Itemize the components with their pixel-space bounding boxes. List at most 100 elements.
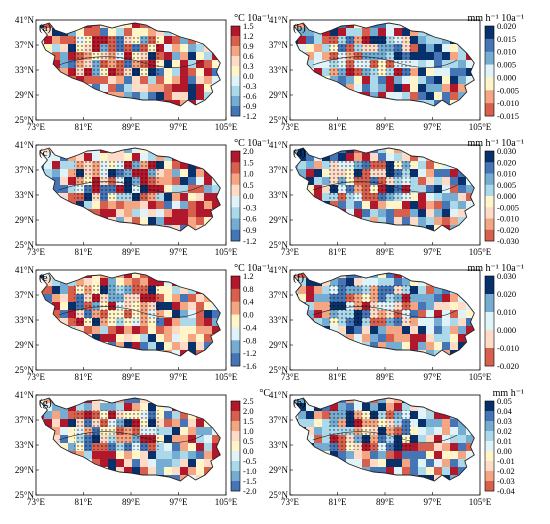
colorbar-tick-label: 1.5 bbox=[243, 21, 254, 31]
colorbar-tick-label: 0.030 bbox=[497, 271, 516, 281]
y-tick-label: 37°N bbox=[269, 415, 289, 425]
colorbar-tick-label: -0.030 bbox=[497, 236, 519, 246]
x-tick-label: 89°E bbox=[376, 372, 395, 382]
unit-label: °C 10a⁻¹ bbox=[234, 263, 270, 274]
colorbar-segment bbox=[231, 451, 240, 462]
colorbar-segment bbox=[485, 421, 494, 432]
colorbar-segment bbox=[231, 288, 240, 303]
colorbar-segment bbox=[231, 353, 240, 367]
unit-label: mm h⁻¹ bbox=[493, 388, 524, 399]
colorbar-segment bbox=[485, 471, 494, 482]
panel-label: (b) bbox=[293, 22, 306, 34]
colorbar-tick-label: -0.9 bbox=[243, 225, 256, 235]
colorbar-segment bbox=[231, 441, 240, 452]
plateau-outline bbox=[293, 147, 475, 232]
colorbar-segment bbox=[485, 64, 494, 78]
colorbar-segment bbox=[231, 421, 240, 432]
colorbar-tick-label: 0.5 bbox=[243, 180, 254, 190]
colorbar-tick-label: 1.2 bbox=[243, 31, 254, 41]
y-tick-label: 41°N bbox=[269, 15, 289, 25]
colorbar-tick-label: -0.6 bbox=[243, 91, 256, 101]
colorbar-tick-label: 0.010 bbox=[497, 307, 516, 317]
x-tick-label: 97°E bbox=[169, 122, 188, 132]
basin-boundary bbox=[58, 431, 204, 443]
colorbar-segment bbox=[485, 51, 494, 65]
significance-stipple bbox=[74, 285, 160, 325]
colorbar-tick-label: -0.9 bbox=[243, 101, 256, 111]
colorbar-segment bbox=[231, 56, 240, 67]
y-tick-label: 25°N bbox=[15, 115, 35, 125]
x-tick-label: 105°E bbox=[215, 497, 238, 507]
plateau-outline bbox=[293, 397, 475, 482]
colorbar-tick-label: -0.020 bbox=[497, 361, 519, 371]
plateau-outline bbox=[39, 22, 221, 107]
colorbar-segment bbox=[485, 90, 494, 104]
panel: 41°N 37°N 33°N 29°N 25°N73°E 81°E 89°E 97°E 105°… bbox=[15, 388, 270, 507]
panel-label: (g) bbox=[39, 397, 52, 409]
y-tick-label: 41°N bbox=[15, 265, 35, 275]
colorbar-tick-label: -1.0 bbox=[243, 466, 256, 476]
colorbar-tick-label: -0.010 bbox=[497, 98, 519, 108]
colorbar-segment bbox=[231, 26, 240, 37]
colorbar-segment bbox=[485, 173, 494, 186]
x-tick-label: 81°E bbox=[74, 497, 93, 507]
colorbar-segment bbox=[231, 184, 240, 197]
colorbar-tick-label: 1.0 bbox=[243, 169, 254, 179]
colorbar-tick-label: 0.0 bbox=[243, 446, 254, 456]
colorbar-tick-label: 0.9 bbox=[243, 41, 254, 51]
colorbar-segment bbox=[485, 218, 494, 231]
colorbar-tick-label: 0.8 bbox=[243, 284, 254, 294]
panel-label: (d) bbox=[293, 147, 306, 159]
colorbar-segment bbox=[231, 340, 240, 354]
colorbar-tick-label: 0.6 bbox=[243, 51, 254, 61]
colorbar-tick-label: -2.0 bbox=[243, 486, 256, 496]
colorbar-tick-label: 1.5 bbox=[243, 416, 254, 426]
x-tick-label: 105°E bbox=[469, 122, 492, 132]
y-tick-label: 25°N bbox=[269, 365, 289, 375]
unit-label: °C bbox=[259, 388, 270, 399]
y-tick-label: 29°N bbox=[15, 465, 35, 475]
y-tick-label: 41°N bbox=[15, 15, 35, 25]
colorbar-segment bbox=[485, 103, 494, 117]
colorbar-tick-label: 0.5 bbox=[243, 436, 254, 446]
x-tick-label: 105°E bbox=[215, 372, 238, 382]
colorbar-tick-label: 0.02 bbox=[497, 426, 512, 436]
y-tick-label: 25°N bbox=[269, 240, 289, 250]
significance-stipple bbox=[74, 35, 160, 75]
colorbar-tick-label: 0.030 bbox=[497, 146, 516, 156]
colorbar-segment bbox=[231, 431, 240, 442]
basin-boundary bbox=[312, 181, 458, 193]
colorbar-tick-label: -0.020 bbox=[497, 225, 519, 235]
colorbar-tick-label: 0.010 bbox=[497, 169, 516, 179]
colorbar-segment bbox=[485, 207, 494, 219]
colorbar-tick-label: -0.3 bbox=[243, 81, 256, 91]
colorbar-tick-label: 0.04 bbox=[497, 406, 513, 416]
unit-label: mm h⁻¹ 10a⁻¹ bbox=[467, 263, 524, 274]
x-tick-label: 97°E bbox=[423, 247, 442, 257]
colorbar-segment bbox=[231, 301, 240, 315]
significance-stipple bbox=[328, 35, 414, 75]
x-tick-label: 89°E bbox=[122, 372, 141, 382]
y-tick-label: 37°N bbox=[15, 40, 35, 50]
x-tick-label: 97°E bbox=[169, 372, 188, 382]
y-tick-label: 33°N bbox=[269, 315, 289, 325]
colorbar-tick-label: -0.005 bbox=[497, 85, 519, 95]
colorbar-tick-label: -0.02 bbox=[497, 466, 515, 476]
panel: 41°N 37°N 33°N 29°N 25°N73°E 81°E 89°E 97°E 105°… bbox=[269, 263, 524, 382]
colorbar-segment bbox=[231, 327, 240, 341]
y-tick-label: 29°N bbox=[269, 90, 289, 100]
colorbar-tick-label: 0.000 bbox=[497, 325, 516, 335]
colorbar-segment bbox=[485, 431, 494, 442]
x-tick-label: 73°E bbox=[27, 247, 46, 257]
colorbar-segment bbox=[485, 441, 494, 452]
y-tick-label: 37°N bbox=[15, 290, 35, 300]
colorbar-tick-label: -0.005 bbox=[497, 202, 519, 212]
colorbar-tick-label: -0.4 bbox=[243, 322, 257, 332]
y-tick-label: 41°N bbox=[15, 140, 35, 150]
x-tick-label: 105°E bbox=[469, 372, 492, 382]
basin-boundary bbox=[312, 306, 458, 318]
x-tick-label: 97°E bbox=[169, 247, 188, 257]
x-tick-label: 81°E bbox=[328, 247, 347, 257]
x-tick-label: 81°E bbox=[74, 122, 93, 132]
colorbar-segment bbox=[231, 196, 240, 208]
